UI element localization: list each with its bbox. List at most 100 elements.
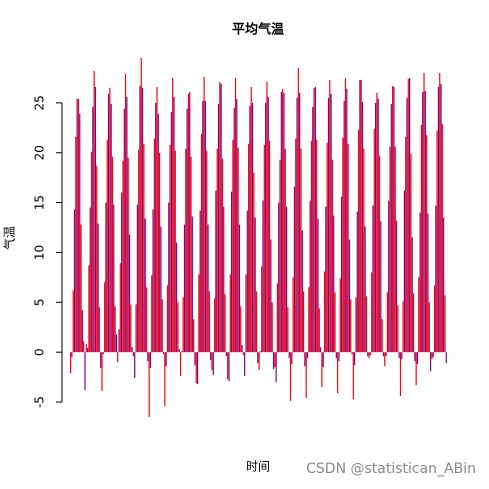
- bar: [381, 319, 383, 353]
- bar: [352, 352, 354, 400]
- bar: [397, 305, 399, 353]
- bar: [378, 155, 381, 353]
- bar: [292, 277, 294, 353]
- bar: [380, 221, 382, 353]
- bar: [412, 293, 415, 353]
- bar: [357, 129, 360, 353]
- bar: [331, 159, 333, 353]
- bar: [71, 352, 73, 358]
- bar: [393, 86, 395, 353]
- bar: [361, 101, 364, 353]
- bar: [220, 83, 222, 353]
- bar: [221, 158, 224, 353]
- bar: [208, 291, 210, 353]
- bar: [314, 86, 316, 353]
- bar: [87, 348, 89, 353]
- bar: [107, 93, 110, 353]
- bar: [386, 292, 388, 353]
- bar: [420, 124, 422, 353]
- bar: [308, 287, 310, 353]
- bar: [312, 106, 314, 353]
- bar: [217, 103, 220, 353]
- bar: [401, 352, 403, 360]
- bar: [117, 352, 119, 363]
- bar: [329, 79, 331, 353]
- bar: [121, 192, 123, 353]
- bar: [369, 352, 371, 356]
- bar: [241, 345, 243, 353]
- bar: [309, 200, 311, 353]
- bar: [134, 352, 136, 379]
- bar: [185, 148, 187, 353]
- bar: [316, 139, 318, 353]
- bar: [373, 128, 375, 353]
- bar: [144, 218, 146, 353]
- bar: [335, 352, 337, 359]
- bar: [388, 200, 390, 353]
- bar: [196, 352, 199, 385]
- bar: [159, 152, 161, 353]
- bar: [191, 216, 193, 353]
- bar: [85, 344, 87, 353]
- bar: [443, 217, 445, 353]
- bar: [317, 218, 319, 353]
- bar: [170, 111, 172, 353]
- bar: [441, 123, 443, 353]
- bar: [215, 190, 217, 353]
- bar: [283, 92, 285, 353]
- bar: [437, 86, 440, 353]
- bar: [265, 102, 267, 353]
- bar: [271, 302, 273, 353]
- bar: [75, 136, 77, 353]
- bar: [327, 97, 330, 353]
- x-axis-label: 时间: [246, 460, 270, 474]
- bar: [392, 85, 394, 353]
- chart-title: 平均气温: [232, 22, 284, 38]
- bar: [140, 57, 142, 353]
- bar: [280, 91, 282, 353]
- bar: [301, 230, 303, 353]
- bar: [276, 283, 279, 353]
- bar: [124, 73, 127, 353]
- bar: [416, 352, 419, 365]
- bar: [109, 87, 111, 353]
- bar: [310, 140, 313, 353]
- bar: [429, 352, 432, 372]
- y-axis-label: 气温: [2, 226, 17, 250]
- bar: [291, 352, 293, 365]
- bar: [156, 86, 158, 353]
- bar: [325, 206, 327, 353]
- bar: [119, 263, 121, 353]
- bar: [139, 85, 141, 353]
- bar: [288, 352, 290, 359]
- bar: [83, 341, 85, 353]
- bar: [262, 200, 264, 353]
- bar: [435, 205, 437, 353]
- bar: [428, 302, 430, 353]
- bar: [385, 352, 387, 357]
- bar: [423, 72, 425, 353]
- bar: [97, 223, 99, 353]
- bar: [90, 151, 93, 353]
- bar: [200, 133, 203, 353]
- bar: [178, 349, 180, 353]
- bar: [282, 88, 284, 353]
- bar: [363, 148, 365, 353]
- bar: [224, 294, 226, 353]
- bar: [148, 352, 150, 418]
- bar: [131, 347, 133, 353]
- bar: [346, 88, 348, 353]
- bar: [138, 149, 140, 353]
- bar: [375, 102, 377, 353]
- bar: [426, 134, 428, 353]
- bar: [405, 136, 407, 353]
- bar: [251, 102, 254, 353]
- bar: [84, 352, 86, 391]
- bar: [181, 351, 183, 353]
- bar: [199, 210, 201, 353]
- bar: [320, 347, 322, 353]
- bar: [338, 352, 340, 362]
- bar: [402, 301, 404, 353]
- bar: [267, 96, 269, 353]
